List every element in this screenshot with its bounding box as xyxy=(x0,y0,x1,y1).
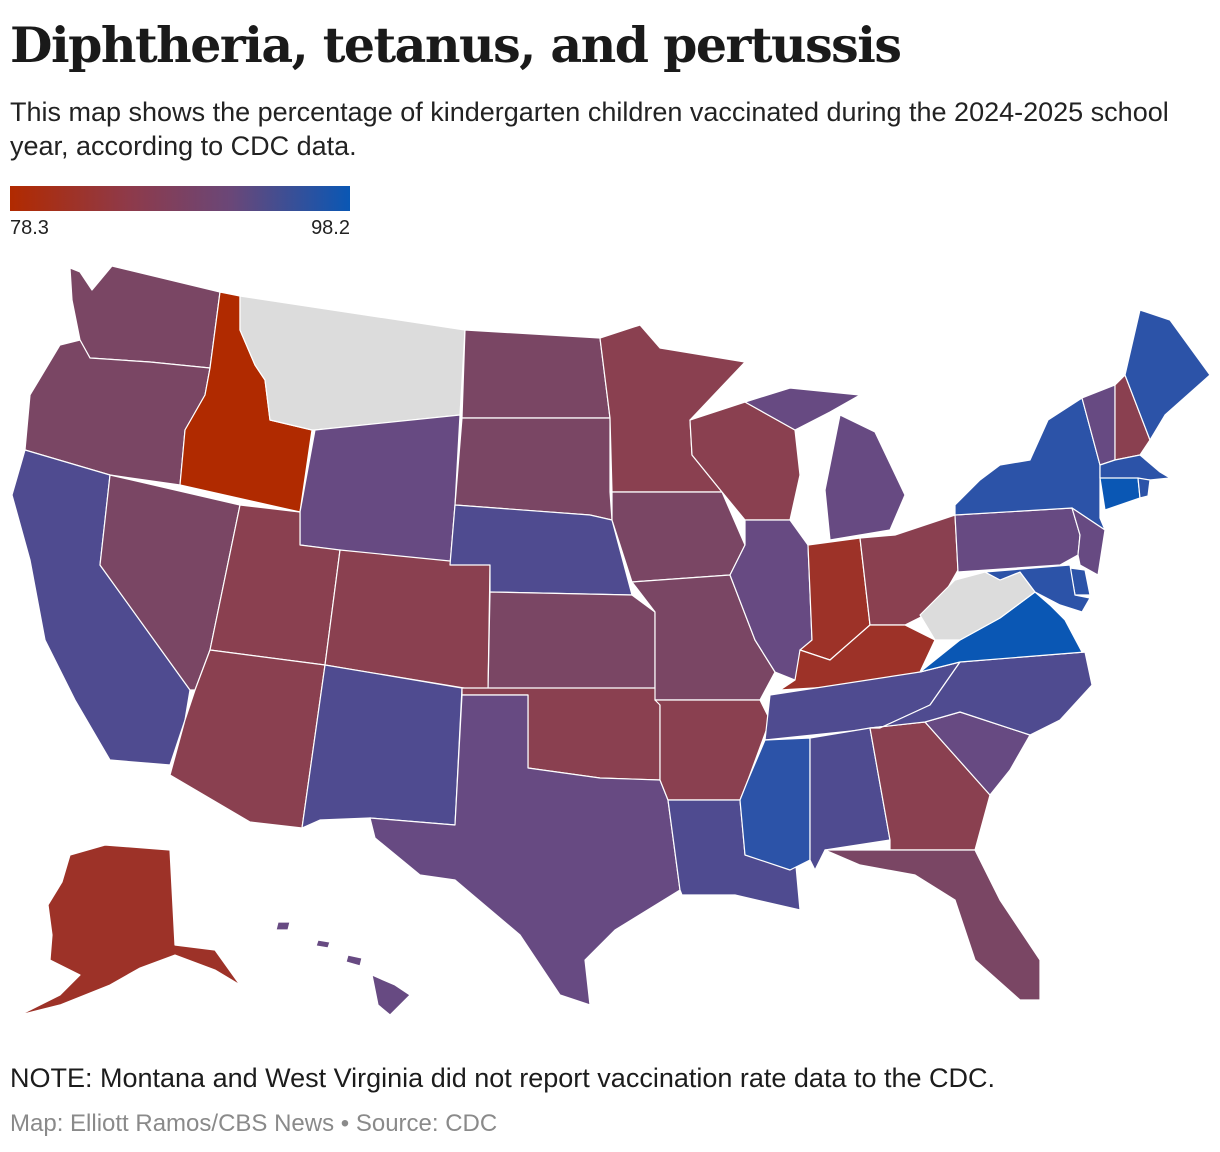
state-pennsylvania[interactable] xyxy=(954,507,1081,573)
state-illinois[interactable] xyxy=(729,519,813,681)
state-new-york[interactable] xyxy=(954,397,1106,531)
state-maryland[interactable] xyxy=(984,564,1091,613)
state-maine[interactable] xyxy=(1124,309,1211,441)
state-iowa[interactable] xyxy=(611,491,746,583)
legend-min-label: 78.3 xyxy=(10,217,49,239)
state-michigan[interactable] xyxy=(744,387,906,541)
state-north-carolina[interactable] xyxy=(869,651,1093,736)
state-washington[interactable] xyxy=(69,265,221,369)
page-title: Diphtheria, tetanus, and pertussis xyxy=(10,16,902,74)
state-connecticut[interactable] xyxy=(1099,477,1141,511)
state-hawaii[interactable] xyxy=(275,921,411,1016)
state-south-dakota[interactable] xyxy=(454,417,613,521)
state-new-jersey[interactable] xyxy=(1071,507,1106,576)
legend-max-label: 98.2 xyxy=(311,217,350,239)
state-florida[interactable] xyxy=(824,849,1041,1001)
state-north-dakota[interactable] xyxy=(461,329,611,419)
state-alaska[interactable] xyxy=(19,844,241,1016)
legend-gradient-bar xyxy=(10,186,350,211)
source-credit: Map: Elliott Ramos/CBS News • Source: CD… xyxy=(10,1110,498,1137)
state-new-mexico[interactable] xyxy=(301,664,463,829)
state-wyoming[interactable] xyxy=(299,414,461,566)
state-texas[interactable] xyxy=(369,694,681,1006)
state-kansas[interactable] xyxy=(487,591,656,693)
state-montana[interactable] xyxy=(239,295,466,431)
data-note: NOTE: Montana and West Virginia did not … xyxy=(10,1063,996,1093)
subtitle: This map shows the percentage of kinderg… xyxy=(10,97,1169,161)
color-legend: 78.3 98.2 xyxy=(10,186,350,246)
us-states-map xyxy=(11,265,1211,1016)
state-new-hampshire[interactable] xyxy=(1114,374,1151,461)
state-rhode-island[interactable] xyxy=(1137,477,1151,499)
